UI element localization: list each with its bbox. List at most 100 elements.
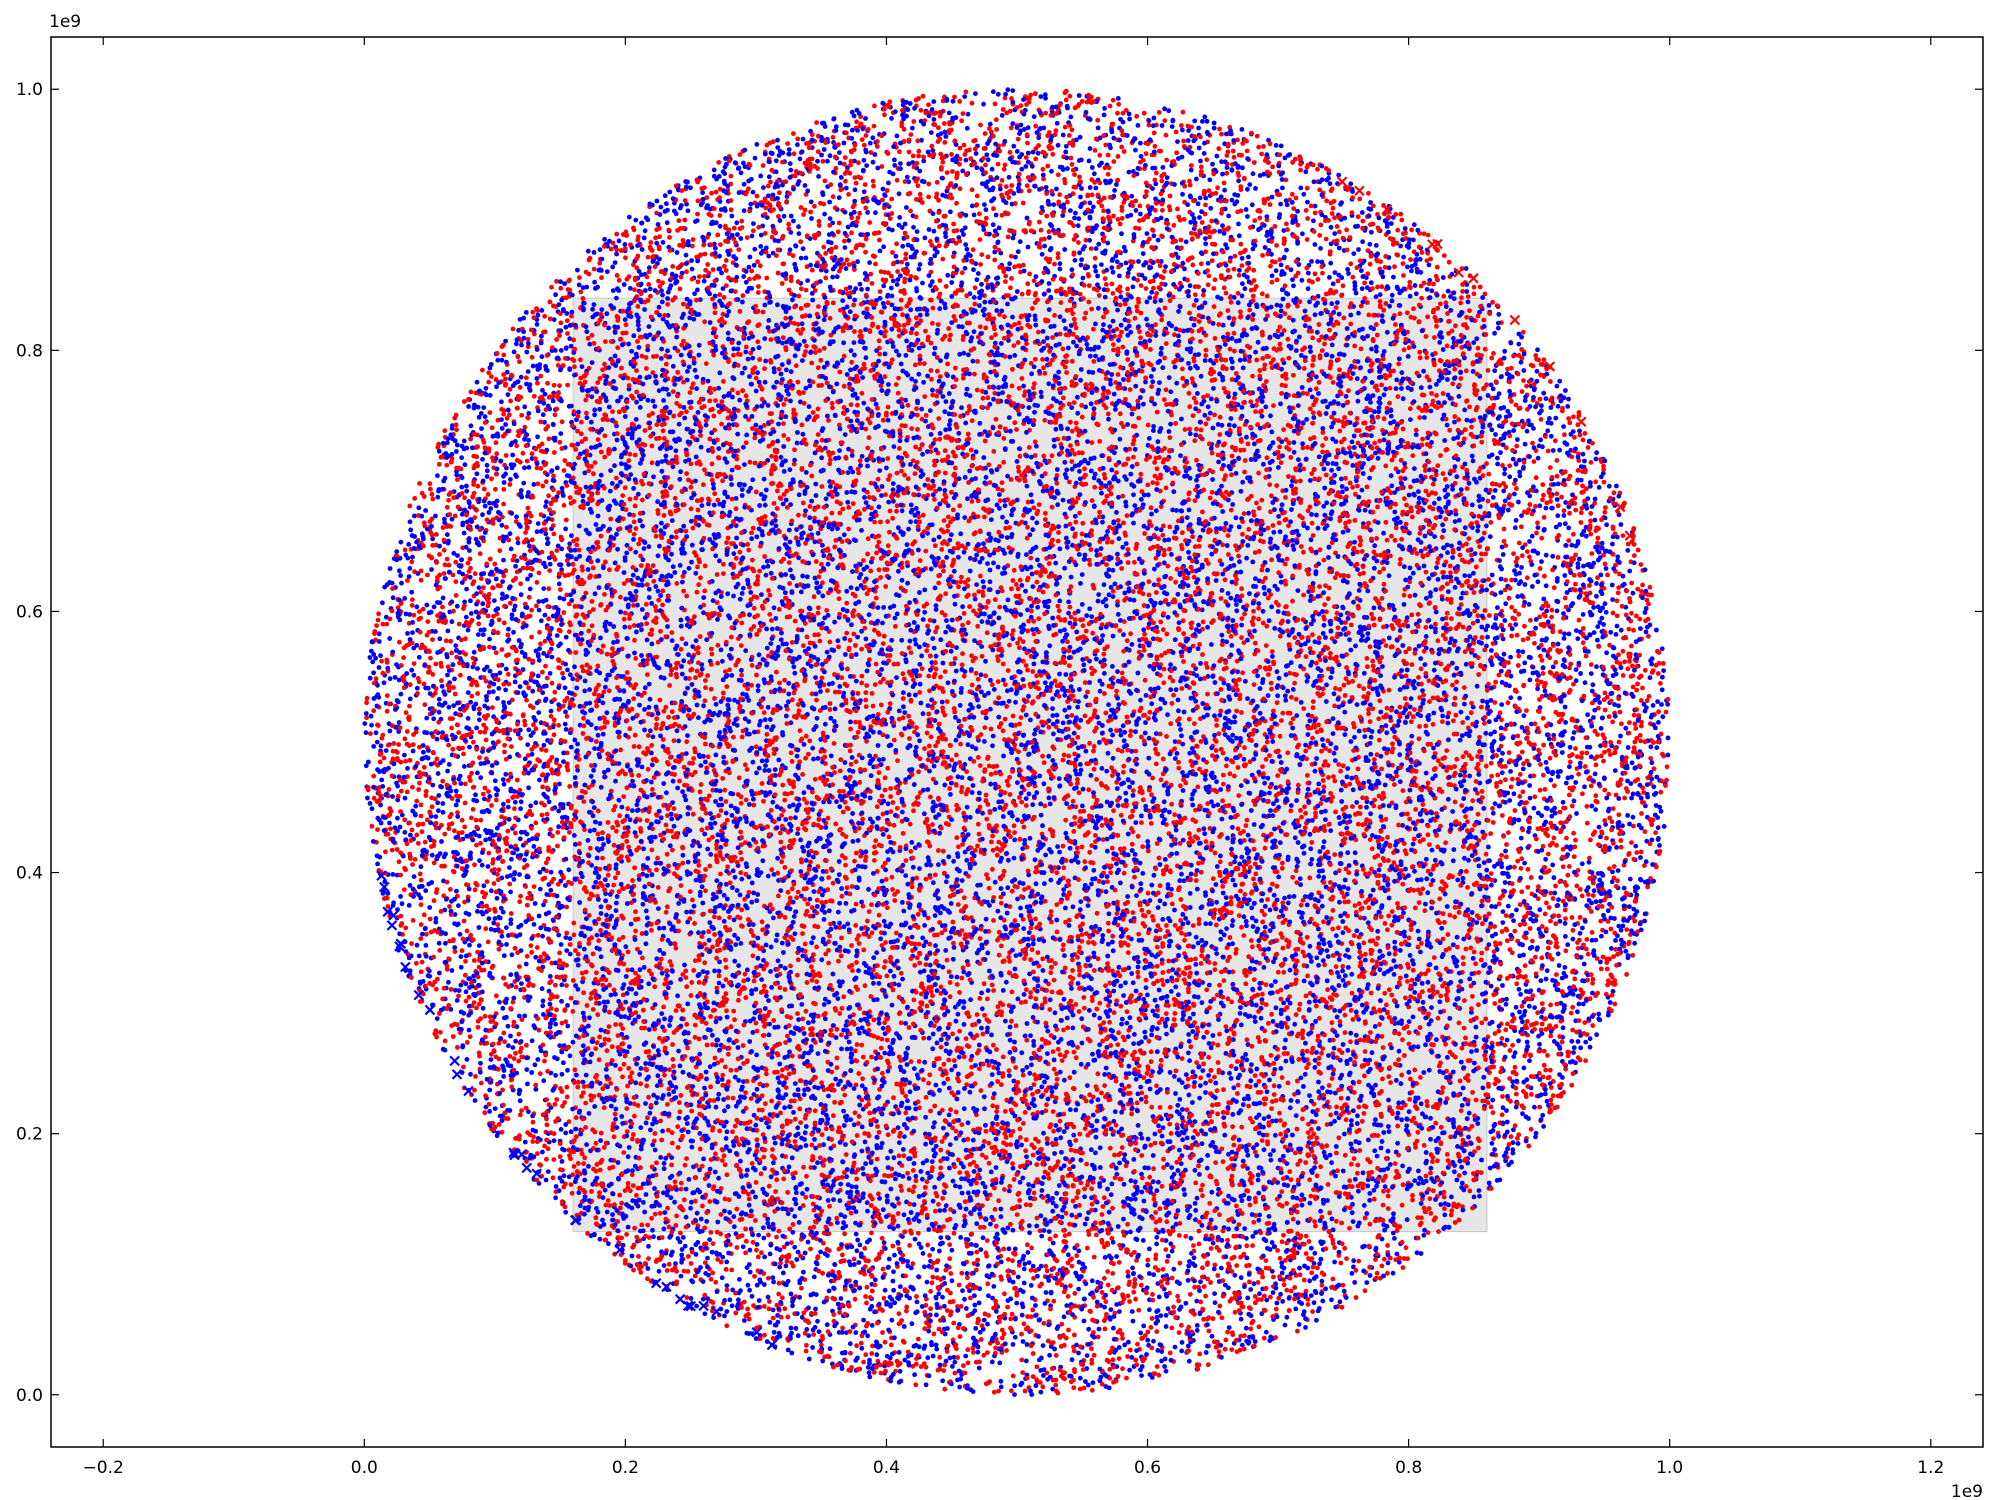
data-point	[1183, 1168, 1188, 1173]
data-point	[986, 157, 991, 162]
data-point	[1228, 347, 1233, 352]
data-point	[1453, 702, 1458, 707]
data-point	[1068, 1107, 1073, 1112]
data-point	[961, 1138, 966, 1143]
data-point	[671, 364, 676, 369]
data-point	[867, 1370, 872, 1375]
data-point	[802, 790, 807, 795]
data-point	[1370, 380, 1375, 385]
data-point	[1442, 1213, 1447, 1218]
data-point	[1243, 892, 1248, 897]
data-point	[677, 218, 682, 223]
data-point	[687, 344, 692, 349]
data-point	[1409, 1090, 1414, 1095]
data-point	[1118, 881, 1123, 886]
data-point	[1339, 831, 1344, 836]
data-point	[659, 205, 664, 210]
data-point	[754, 142, 759, 147]
data-point	[1299, 1301, 1304, 1306]
data-point	[1388, 1162, 1393, 1167]
data-point	[605, 1048, 610, 1053]
data-point	[1464, 468, 1469, 473]
data-point	[635, 576, 640, 581]
data-point	[1580, 894, 1585, 899]
data-point	[770, 800, 775, 805]
data-point	[1370, 419, 1375, 424]
data-point	[653, 1131, 658, 1136]
data-point	[1149, 883, 1154, 888]
data-point	[724, 1136, 729, 1141]
data-point	[395, 816, 400, 821]
data-point	[1065, 639, 1070, 644]
data-point	[599, 1131, 604, 1136]
data-point	[487, 1109, 492, 1114]
data-point	[1034, 997, 1039, 1002]
data-point	[1247, 182, 1252, 187]
data-point	[1365, 334, 1370, 339]
data-point	[1239, 783, 1244, 788]
data-point	[1149, 505, 1154, 510]
data-point	[525, 1082, 530, 1087]
data-point	[606, 873, 611, 878]
data-point	[397, 720, 402, 725]
data-point	[670, 518, 675, 523]
data-point	[1240, 480, 1245, 485]
data-point	[1279, 718, 1284, 723]
data-point	[1449, 544, 1454, 549]
data-point	[1339, 799, 1344, 804]
data-point	[1491, 1110, 1496, 1115]
data-point	[685, 427, 690, 432]
data-point	[382, 756, 387, 761]
data-point	[564, 325, 569, 330]
data-point	[1441, 911, 1446, 916]
data-point	[625, 806, 630, 811]
data-point	[564, 905, 569, 910]
data-point	[1179, 686, 1184, 691]
data-point	[938, 1165, 943, 1170]
data-point	[462, 439, 467, 444]
data-point	[940, 257, 945, 262]
data-point	[1181, 659, 1186, 664]
data-point	[1474, 336, 1479, 341]
data-point	[697, 1052, 702, 1057]
data-point	[723, 799, 728, 804]
data-point	[1543, 1092, 1548, 1097]
data-point	[1421, 369, 1426, 374]
data-point	[1041, 1131, 1046, 1136]
data-point	[1550, 863, 1555, 868]
data-point	[737, 776, 742, 781]
data-point	[1511, 1127, 1516, 1132]
data-point	[1422, 564, 1427, 569]
data-point	[447, 762, 452, 767]
data-point	[1279, 760, 1284, 765]
data-point	[1411, 571, 1416, 576]
data-point	[1167, 1122, 1172, 1127]
data-point	[1165, 979, 1170, 984]
data-point	[948, 1356, 953, 1361]
data-point	[706, 929, 711, 934]
data-point	[1350, 991, 1355, 996]
data-point	[968, 569, 973, 574]
data-point	[1186, 1264, 1191, 1269]
data-point	[1247, 355, 1252, 360]
data-point	[888, 786, 893, 791]
data-point	[400, 901, 405, 906]
data-point	[1087, 680, 1092, 685]
data-point	[984, 917, 989, 922]
data-point	[1407, 493, 1412, 498]
data-point	[743, 1227, 748, 1232]
data-point	[599, 785, 604, 790]
data-point	[792, 151, 797, 156]
data-point	[1258, 711, 1263, 716]
data-point	[887, 530, 892, 535]
data-point	[613, 1107, 618, 1112]
data-point	[1528, 926, 1533, 931]
data-point	[1158, 1105, 1163, 1110]
data-point	[729, 174, 734, 179]
data-point	[771, 1280, 776, 1285]
data-point	[1483, 552, 1488, 557]
data-point	[1546, 852, 1551, 857]
data-point	[1020, 1176, 1025, 1181]
data-point	[888, 743, 893, 748]
data-point	[1239, 710, 1244, 715]
